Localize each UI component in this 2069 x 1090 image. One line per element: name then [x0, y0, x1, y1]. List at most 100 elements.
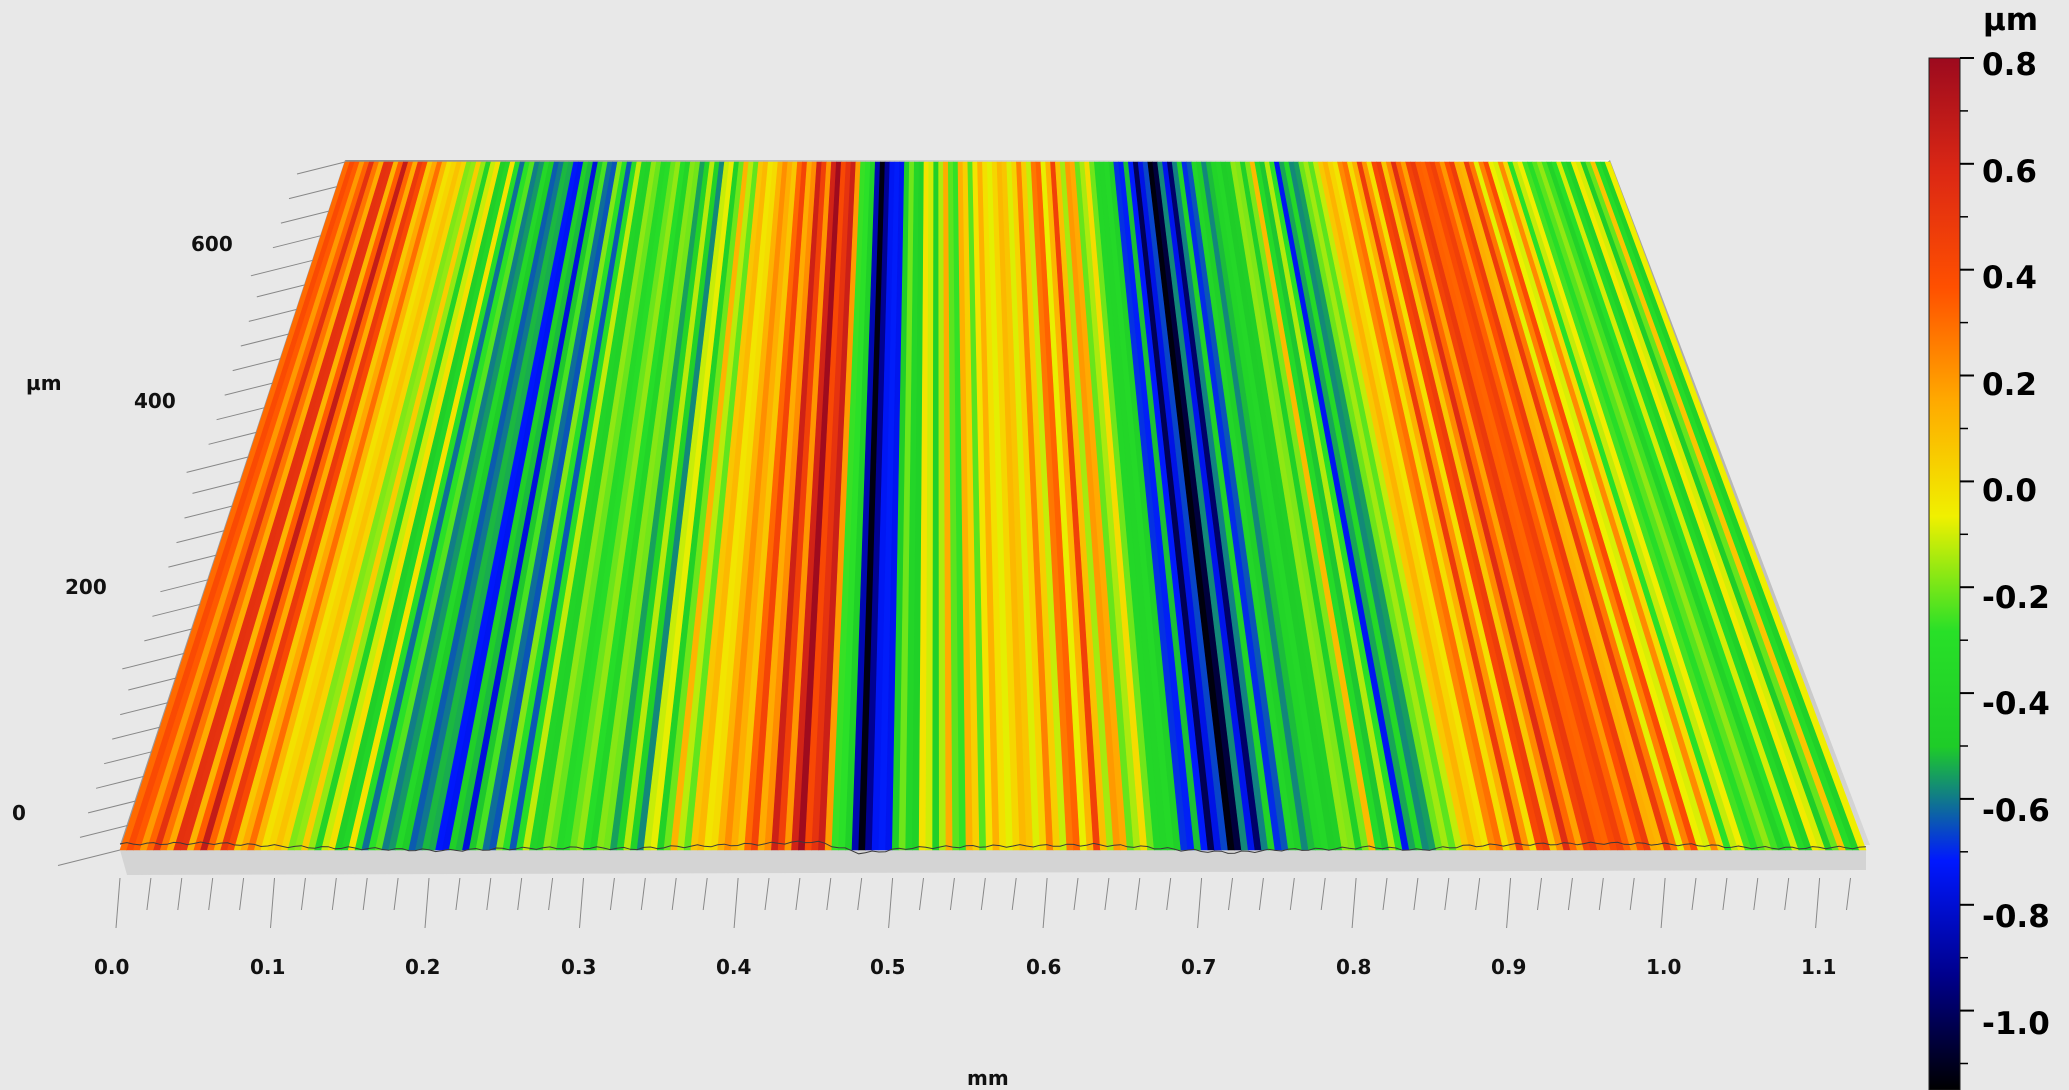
colorbar-tick-label: -0.8: [1982, 899, 2050, 935]
x-minor-tick: [1475, 877, 1481, 911]
x-minor-tick: [1073, 877, 1079, 911]
x-major-tick: [579, 877, 584, 929]
y-minor-tick: [103, 751, 153, 765]
x-minor-tick: [548, 877, 554, 911]
x-tick-label: 0.2: [405, 955, 440, 979]
colorbar-tick-label: 0.2: [1982, 367, 2037, 403]
x-major-tick: [424, 877, 430, 929]
y-minor-tick: [192, 480, 241, 494]
x-minor-tick: [208, 877, 214, 911]
x-minor-tick: [1567, 877, 1573, 911]
x-major-tick: [270, 877, 275, 929]
x-major-tick: [888, 877, 894, 929]
colorbar-tick-label: 0.4: [1982, 260, 2037, 296]
x-tick-label: 0.8: [1336, 955, 1371, 979]
x-minor-tick: [1722, 877, 1728, 911]
x-minor-tick: [1753, 877, 1759, 911]
x-tick-label: 0.9: [1491, 955, 1526, 979]
x-tick-label: 0.4: [716, 955, 751, 979]
y-minor-tick: [144, 628, 193, 642]
y-minor-tick: [224, 382, 273, 396]
y-minor-tick: [112, 726, 161, 740]
colorbar-tick-label: 0.0: [1982, 473, 2037, 509]
y-minor-tick: [272, 235, 322, 249]
y-minor-tick: [160, 579, 209, 593]
x-minor-tick: [764, 877, 770, 911]
x-minor-tick: [949, 877, 955, 911]
x-tick-label: 0.7: [1181, 955, 1216, 979]
x-tick-label: 0.5: [870, 955, 905, 979]
x-minor-tick: [1413, 877, 1419, 911]
y-minor-tick: [248, 308, 297, 322]
x-minor-tick: [1691, 877, 1697, 911]
y-minor-tick: [288, 186, 338, 200]
x-minor-tick: [609, 877, 615, 911]
x-major-tick: [1042, 877, 1048, 929]
x-minor-tick: [362, 877, 368, 911]
colorbar-tick-label: -0.4: [1982, 686, 2050, 722]
x-minor-tick: [1289, 877, 1295, 911]
x-major-tick: [1197, 877, 1203, 929]
x-minor-tick: [1320, 877, 1326, 911]
surface-stripe: [1604, 161, 1867, 851]
x-minor-tick: [1537, 877, 1542, 911]
y-axis: [57, 161, 346, 866]
y-tick-label: 600: [191, 232, 233, 256]
x-minor-tick: [486, 877, 492, 911]
x-tick-label: 1.1: [1801, 955, 1836, 979]
colorbar-tick-label: 0.6: [1982, 154, 2037, 190]
x-major-tick: [115, 877, 121, 929]
colorbar-tick-label: 0.8: [1982, 47, 2037, 83]
surface-stripe: [932, 161, 940, 851]
y-minor-tick: [296, 161, 346, 175]
x-minor-tick: [455, 877, 461, 911]
y-minor-tick: [216, 407, 265, 421]
x-minor-tick: [1166, 877, 1172, 911]
y-minor-tick: [232, 358, 281, 372]
x-minor-tick: [1598, 877, 1604, 911]
x-tick-label: 0.6: [1026, 955, 1061, 979]
x-minor-tick: [146, 877, 152, 911]
x-minor-tick: [331, 877, 337, 911]
colorbar-tick-label: -1.0: [1982, 1006, 2050, 1042]
y-tick-label: 0: [12, 801, 26, 825]
y-major-tick: [122, 652, 185, 670]
x-minor-tick: [1846, 877, 1851, 911]
x-minor-tick: [640, 877, 646, 911]
y-minor-tick: [79, 824, 129, 838]
colorbar-tick-label: -0.2: [1982, 580, 2050, 616]
y-minor-tick: [176, 530, 225, 544]
x-minor-tick: [919, 877, 924, 911]
x-minor-tick: [1104, 877, 1110, 911]
y-minor-tick: [208, 431, 257, 445]
y-minor-tick: [168, 554, 217, 568]
colorbar-minor-ticks: [1960, 57, 1974, 1065]
surface-area: [119, 161, 1867, 851]
x-major-tick: [1506, 877, 1512, 929]
y-axis-title: µm: [26, 371, 62, 395]
x-axis: [115, 877, 1851, 929]
y-tick-label: 200: [65, 575, 107, 599]
x-minor-tick: [1228, 877, 1233, 911]
x-minor-tick: [826, 877, 832, 911]
x-minor-tick: [795, 877, 801, 911]
x-major-tick: [1815, 877, 1821, 929]
x-tick-label: 0.0: [94, 955, 129, 979]
x-minor-tick: [702, 877, 708, 911]
y-major-tick: [186, 456, 249, 473]
x-axis-title: mm: [967, 1066, 1009, 1090]
y-minor-tick: [128, 677, 177, 691]
x-minor-tick: [1784, 877, 1790, 911]
x-minor-tick: [239, 877, 245, 911]
x-minor-tick: [1011, 877, 1017, 911]
colorbar-tick-label: -0.6: [1982, 793, 2050, 829]
y-minor-tick: [152, 603, 201, 617]
x-tick-label: 0.3: [561, 955, 596, 979]
x-major-tick: [733, 877, 739, 929]
x-minor-tick: [1135, 877, 1141, 911]
y-minor-tick: [95, 775, 145, 789]
colorbar: [1928, 57, 1961, 1090]
x-minor-tick: [857, 877, 863, 911]
y-minor-tick: [280, 210, 330, 224]
x-minor-tick: [1258, 877, 1264, 911]
